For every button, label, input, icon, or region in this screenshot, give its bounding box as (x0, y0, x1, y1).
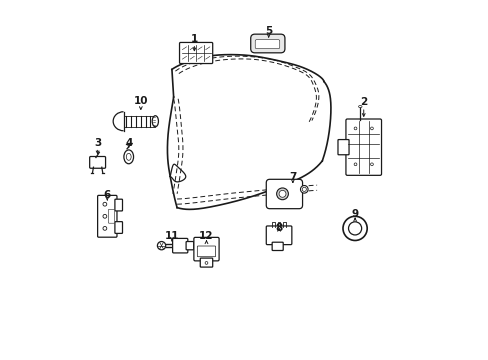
Ellipse shape (370, 127, 372, 130)
FancyBboxPatch shape (255, 40, 279, 49)
FancyBboxPatch shape (186, 242, 193, 250)
FancyBboxPatch shape (200, 258, 212, 267)
Ellipse shape (103, 202, 106, 206)
FancyBboxPatch shape (98, 195, 117, 237)
Text: 4: 4 (125, 138, 132, 148)
Ellipse shape (300, 185, 307, 193)
FancyBboxPatch shape (345, 119, 381, 175)
Text: 6: 6 (103, 189, 111, 199)
Text: 3: 3 (94, 138, 101, 148)
FancyBboxPatch shape (115, 222, 122, 233)
FancyBboxPatch shape (193, 237, 219, 261)
FancyBboxPatch shape (337, 140, 348, 155)
Ellipse shape (370, 163, 372, 166)
Text: 9: 9 (351, 209, 358, 219)
Ellipse shape (204, 262, 207, 264)
Ellipse shape (123, 150, 133, 164)
Ellipse shape (342, 216, 366, 240)
Text: 5: 5 (264, 26, 272, 36)
Ellipse shape (353, 163, 356, 166)
Text: 2: 2 (359, 97, 366, 107)
Ellipse shape (302, 187, 306, 192)
Text: 1: 1 (190, 34, 198, 44)
Ellipse shape (279, 190, 285, 197)
Ellipse shape (358, 105, 361, 108)
FancyBboxPatch shape (197, 246, 215, 257)
Text: 12: 12 (199, 231, 213, 241)
Ellipse shape (276, 188, 288, 200)
FancyBboxPatch shape (172, 238, 187, 253)
FancyBboxPatch shape (179, 42, 212, 63)
Text: 8: 8 (275, 223, 282, 233)
FancyBboxPatch shape (89, 157, 105, 168)
Ellipse shape (157, 242, 165, 250)
Text: 10: 10 (133, 95, 148, 105)
FancyBboxPatch shape (266, 179, 302, 209)
Text: 7: 7 (288, 172, 296, 181)
FancyBboxPatch shape (266, 226, 291, 245)
Text: 11: 11 (164, 231, 179, 241)
Ellipse shape (348, 222, 361, 235)
Ellipse shape (126, 153, 131, 160)
Ellipse shape (103, 226, 106, 230)
Ellipse shape (103, 215, 106, 218)
FancyBboxPatch shape (115, 199, 122, 211)
FancyBboxPatch shape (250, 34, 285, 53)
Ellipse shape (353, 127, 356, 130)
Ellipse shape (152, 116, 158, 127)
FancyBboxPatch shape (272, 242, 283, 251)
FancyBboxPatch shape (108, 210, 114, 223)
